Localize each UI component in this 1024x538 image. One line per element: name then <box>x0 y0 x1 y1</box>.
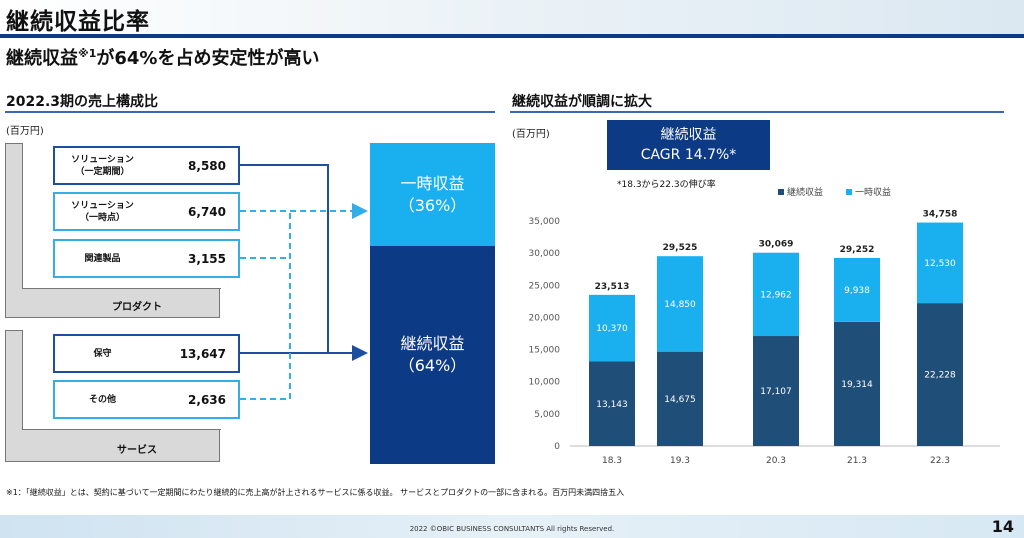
page-title: 継続収益比率 <box>6 9 150 35</box>
bar-total-label: 29,525 <box>663 243 698 253</box>
item-value: 2,636 <box>188 392 226 407</box>
bar-segment-recurring <box>834 321 880 446</box>
bar-segment-onetime <box>834 257 880 322</box>
item-value: 3,155 <box>188 251 226 266</box>
bar-segment-onetime <box>753 252 799 337</box>
bar-total-label: 30,069 <box>759 240 794 250</box>
y-tick-label: 5,000 <box>534 410 560 420</box>
onetime-connector <box>240 211 366 400</box>
item-label: 関連製品 <box>84 253 121 264</box>
item-value: 8,580 <box>188 158 226 173</box>
recurring-share-segment: 継続収益 （64%） <box>370 246 495 464</box>
legend-swatch <box>846 189 852 195</box>
bar-segment-recurring <box>753 336 799 446</box>
item-label: 保守 <box>93 348 112 359</box>
bar-total-label: 23,513 <box>595 282 630 292</box>
onetime-share-pct: （36%） <box>398 195 467 215</box>
bar-value-label: 22,228 <box>924 371 956 381</box>
y-tick-label: 30,000 <box>529 249 561 259</box>
item-label: その他 <box>88 394 116 405</box>
x-tick-label: 22.3 <box>930 456 950 466</box>
y-tick-label: 15,000 <box>529 346 561 356</box>
y-tick-label: 35,000 <box>529 217 561 227</box>
service-group-label: サービス <box>117 445 157 456</box>
bar-total-label: 34,758 <box>923 210 958 220</box>
subtitle-footnote-mark: ※1 <box>78 47 97 60</box>
legend-label: 継続収益 <box>787 186 823 198</box>
left-unit-label: (百万円) <box>6 126 44 137</box>
item-box-solution-point: ソリューション （一時点） 6,740 <box>53 192 240 231</box>
x-tick-label: 18.3 <box>602 456 622 466</box>
cagr-note: *18.3から22.3の伸び率 <box>617 180 716 190</box>
footnote: ※1：「継続収益」とは、契約に基づいて一定期間にわたり継続的に売上高が計上される… <box>6 488 625 497</box>
onetime-share-label: 一時収益 <box>400 173 465 193</box>
subtitle-term: 継続収益 <box>6 48 78 69</box>
bar-total-label: 29,252 <box>840 245 875 255</box>
cagr-value: CAGR 14.7%* <box>640 147 737 163</box>
y-tick-label: 10,000 <box>529 378 561 388</box>
copyright: 2022 ©OBIC BUSINESS CONSULTANTS All righ… <box>409 525 615 533</box>
bar-value-label: 13,143 <box>596 400 628 410</box>
bar-segment-recurring <box>917 303 963 446</box>
bar-segment-recurring <box>589 361 635 446</box>
item-value: 6,740 <box>188 204 226 219</box>
page-number: 14 <box>991 517 1014 536</box>
item-box-related-products: 関連製品 3,155 <box>53 239 240 278</box>
item-box-maintenance: 保守 13,647 <box>53 334 240 373</box>
right-section-divider <box>510 111 1004 113</box>
item-box-solution-period: ソリューション （一定期間） 8,580 <box>53 146 240 185</box>
bar-value-label: 12,530 <box>924 259 956 269</box>
bar-value-label: 12,962 <box>760 290 792 300</box>
bar-segment-onetime <box>589 294 635 362</box>
header-background <box>0 0 1024 36</box>
item-label: ソリューション （一定期間） <box>71 154 134 177</box>
bar-value-label: 10,370 <box>596 324 628 334</box>
x-tick-label: 21.3 <box>847 456 867 466</box>
item-box-other: その他 2,636 <box>53 380 240 419</box>
onetime-share-segment: 一時収益 （36%） <box>370 143 495 246</box>
item-label: ソリューション （一時点） <box>71 200 134 223</box>
item-value: 13,647 <box>179 346 226 361</box>
bar-segment-recurring <box>657 351 703 446</box>
recurring-connector <box>240 164 366 353</box>
revenue-stacked-bar-chart: 0 5,000 10,000 15,000 20,000 25,000 30,000 35,0… <box>529 186 1000 466</box>
y-tick-label: 20,000 <box>529 313 561 323</box>
recurring-share-pct: （64%） <box>398 356 467 375</box>
y-tick-label: 25,000 <box>529 281 561 291</box>
bar-segment-onetime <box>657 256 703 352</box>
bar-value-label: 14,850 <box>664 300 696 310</box>
recurring-share-label: 継続収益 <box>400 334 465 353</box>
bar-value-label: 14,675 <box>664 395 696 405</box>
y-tick-label: 0 <box>554 442 560 452</box>
cagr-callout: 継続収益 CAGR 14.7%* <box>607 120 770 170</box>
footer-band <box>0 515 1024 538</box>
page-subtitle: 継続収益※1が64%を占め安定性が高い <box>6 44 319 70</box>
x-tick-label: 19.3 <box>670 456 690 466</box>
product-group-label: プロダクト <box>112 302 162 313</box>
left-section-divider <box>5 111 495 113</box>
bar-value-label: 17,107 <box>760 387 792 397</box>
legend-swatch <box>778 189 784 195</box>
right-unit-label: (百万円) <box>512 129 550 140</box>
legend-label: 一時収益 <box>855 186 891 198</box>
title-divider <box>0 34 1024 38</box>
subtitle-text: が64%を占め安定性が高い <box>96 48 320 69</box>
bar-value-label: 19,314 <box>841 380 873 390</box>
bar-value-label: 9,938 <box>844 286 870 296</box>
bar-segment-onetime <box>917 222 963 304</box>
x-tick-label: 20.3 <box>766 456 786 466</box>
right-section-heading: 継続収益が順調に拡大 <box>512 94 652 110</box>
left-section-heading: 2022.3期の売上構成比 <box>6 94 159 110</box>
cagr-title: 継続収益 <box>660 127 717 143</box>
